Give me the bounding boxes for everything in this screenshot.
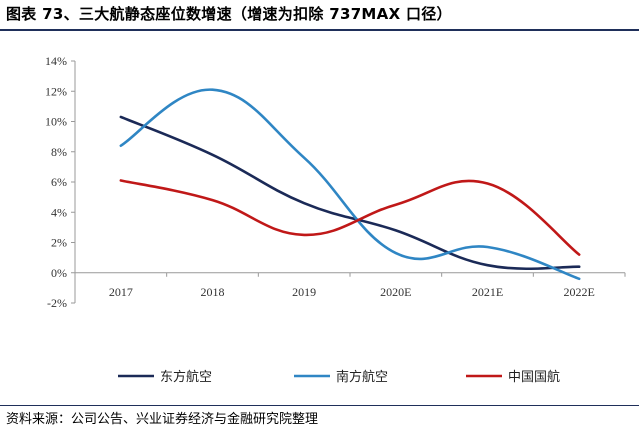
legend-label: 东方航空 bbox=[160, 369, 212, 385]
series-line-3 bbox=[119, 179, 581, 256]
x-tick-label: 2019 bbox=[292, 285, 316, 299]
series-line-1 bbox=[119, 115, 581, 271]
source-divider bbox=[0, 405, 639, 406]
legend-label: 中国国航 bbox=[508, 369, 560, 385]
y-tick-label: 12% bbox=[45, 84, 67, 98]
x-tick-label: 2017 bbox=[109, 285, 133, 299]
x-tick-label: 2020E bbox=[380, 285, 411, 299]
legend-label: 南方航空 bbox=[336, 369, 388, 385]
y-tick-label: 4% bbox=[51, 205, 67, 219]
y-tick-label: 6% bbox=[51, 175, 67, 189]
x-tick-label: 2018 bbox=[201, 285, 225, 299]
chart-title: 图表 73、三大航静态座位数增速（增速为扣除 737MAX 口径） bbox=[6, 5, 452, 23]
series-line-2 bbox=[119, 88, 581, 281]
source-note: 资料来源：公司公告、兴业证券经济与金融研究院整理 bbox=[6, 412, 319, 427]
y-tick-label: 14% bbox=[45, 54, 67, 68]
y-tick-label: 2% bbox=[51, 236, 67, 250]
title-divider bbox=[0, 29, 639, 31]
y-tick-label: 10% bbox=[45, 115, 67, 129]
y-tick-label: -2% bbox=[47, 296, 67, 310]
y-tick-label: 0% bbox=[51, 266, 67, 280]
x-tick-label: 2021E bbox=[472, 285, 503, 299]
x-tick-label: 2022E bbox=[563, 285, 594, 299]
y-tick-label: 8% bbox=[51, 145, 67, 159]
